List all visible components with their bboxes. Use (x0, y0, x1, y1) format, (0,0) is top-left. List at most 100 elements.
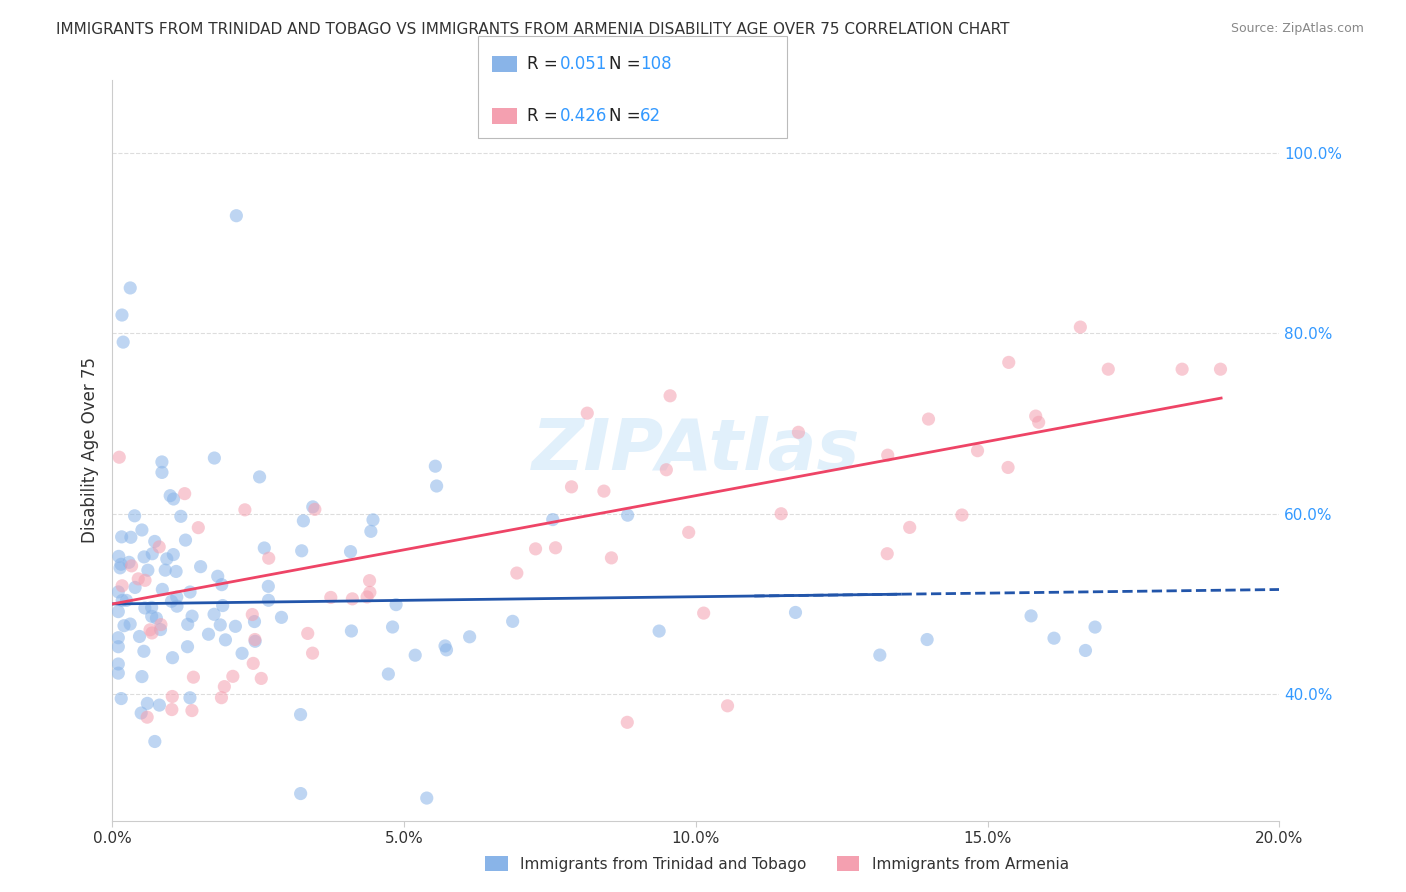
Text: N =: N = (609, 107, 645, 125)
Point (377, 667, 399, 681)
Point (128, 630, 150, 644)
Point (145, 611, 167, 625)
Point (436, 643, 458, 657)
Point (593, 484, 616, 499)
Point (166, 599, 188, 614)
Point (121, 558, 143, 573)
Text: 62: 62 (640, 107, 661, 125)
Text: R =: R = (527, 55, 564, 73)
Point (143, 734, 166, 748)
Point (190, 559, 212, 574)
Point (124, 581, 146, 595)
Point (183, 670, 205, 684)
Point (541, 512, 564, 526)
Point (162, 650, 184, 665)
Point (132, 549, 155, 564)
Point (129, 706, 152, 720)
Point (110, 558, 132, 572)
Point (159, 489, 181, 503)
Point (166, 590, 188, 604)
Point (915, 632, 938, 647)
Point (257, 593, 280, 607)
Point (544, 541, 567, 555)
Point (111, 308, 134, 322)
Point (917, 412, 939, 426)
Point (361, 513, 384, 527)
Point (115, 593, 138, 607)
Point (120, 617, 142, 632)
Text: 0.051: 0.051 (560, 55, 607, 73)
Point (112, 335, 135, 350)
Point (253, 541, 276, 555)
Point (156, 552, 179, 566)
Point (131, 669, 153, 683)
Point (174, 533, 197, 547)
Point (141, 600, 163, 615)
Point (297, 626, 319, 640)
Point (319, 591, 342, 605)
Point (257, 551, 280, 566)
Point (143, 534, 166, 549)
Point (648, 624, 671, 638)
Point (524, 541, 547, 556)
Point (202, 451, 225, 466)
Point (141, 626, 163, 640)
Point (224, 619, 246, 633)
Point (187, 521, 209, 535)
Text: 0.426: 0.426 (560, 107, 607, 125)
Point (170, 509, 193, 524)
Point (150, 455, 173, 469)
Point (1028, 415, 1050, 429)
Point (197, 627, 219, 641)
Point (111, 579, 134, 593)
Point (111, 593, 134, 607)
Point (716, 698, 738, 713)
Point (107, 585, 129, 599)
Point (249, 470, 271, 484)
Point (240, 607, 263, 622)
Point (214, 680, 236, 694)
Point (112, 618, 135, 632)
Point (225, 209, 247, 223)
Point (381, 620, 404, 634)
Point (950, 508, 973, 522)
Point (876, 547, 898, 561)
Point (304, 502, 326, 516)
Point (1069, 320, 1091, 334)
Point (1043, 631, 1066, 645)
Point (214, 632, 236, 647)
Point (560, 480, 582, 494)
Point (179, 690, 201, 705)
Point (155, 563, 177, 577)
Point (502, 615, 524, 629)
Point (301, 500, 323, 514)
Point (1074, 643, 1097, 657)
Point (360, 524, 382, 539)
Point (134, 574, 156, 588)
Point (340, 624, 363, 638)
Point (270, 610, 292, 624)
Text: R =: R = (527, 107, 564, 125)
Point (359, 585, 381, 599)
Point (211, 577, 233, 591)
Point (678, 525, 700, 540)
Point (301, 646, 323, 660)
Point (997, 355, 1019, 369)
Point (233, 503, 256, 517)
Point (616, 508, 638, 523)
Point (506, 566, 529, 580)
Point (173, 486, 195, 500)
Point (404, 648, 426, 663)
Point (600, 550, 623, 565)
Point (616, 715, 638, 730)
Point (966, 443, 988, 458)
Point (869, 648, 891, 662)
Point (131, 523, 153, 537)
Point (1084, 620, 1107, 634)
Point (243, 615, 266, 629)
Point (1171, 362, 1194, 376)
Point (108, 561, 131, 575)
Point (425, 459, 447, 474)
Point (787, 425, 810, 440)
Point (292, 514, 315, 528)
